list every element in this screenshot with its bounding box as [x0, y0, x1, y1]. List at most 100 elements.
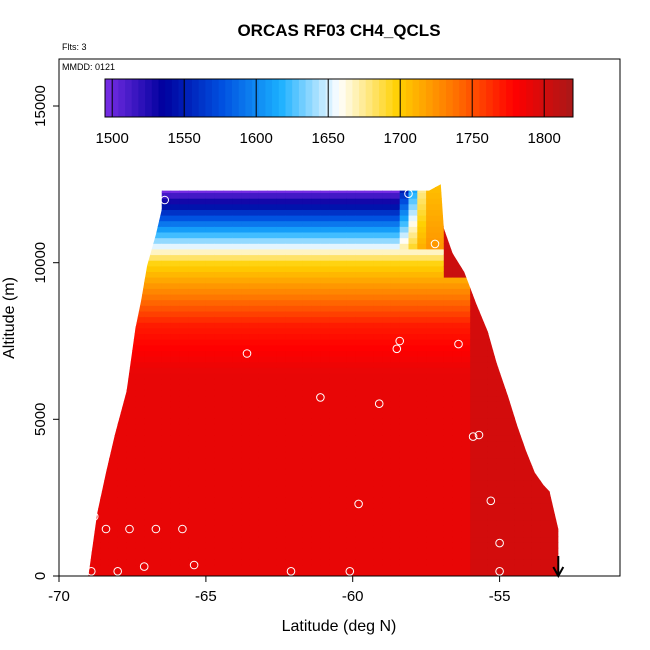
field-cell — [249, 367, 260, 374]
field-cell — [100, 226, 110, 233]
field-cell — [320, 356, 330, 363]
field-cell — [523, 282, 533, 289]
field-cell — [276, 451, 286, 459]
field-cell — [496, 570, 506, 577]
field-cell — [382, 232, 392, 239]
field-cell — [329, 288, 339, 295]
field-cell — [390, 186, 401, 193]
field-cell — [523, 525, 533, 532]
field-cell — [188, 248, 198, 256]
field-cell — [540, 310, 551, 318]
field-cell — [443, 480, 454, 487]
field-cell — [311, 378, 321, 385]
field-cell — [549, 322, 559, 329]
field-cell — [505, 277, 515, 284]
field-cell — [558, 536, 559, 543]
field-cell — [285, 463, 295, 470]
field-cell — [267, 468, 277, 475]
field-cell — [241, 536, 251, 543]
field-cell — [549, 547, 559, 554]
field-cell — [179, 237, 189, 244]
field-cell — [461, 412, 471, 419]
field-cell — [452, 209, 462, 216]
field-cell — [399, 215, 410, 222]
field-cell — [170, 485, 180, 492]
field-cell — [276, 440, 286, 447]
field-cell — [329, 361, 339, 368]
field-cell — [249, 525, 260, 532]
field-cell — [355, 395, 366, 402]
field-cell — [302, 271, 313, 278]
field-cell — [161, 237, 172, 244]
field-cell — [487, 220, 498, 227]
field-cell — [329, 435, 339, 442]
profile-point — [392, 344, 402, 354]
field-cell — [197, 316, 207, 323]
colorbar-swatch — [272, 79, 280, 117]
field-cell — [108, 232, 119, 239]
field-cell — [443, 491, 454, 498]
field-cell — [232, 451, 242, 459]
field-cell — [399, 553, 410, 560]
field-cell — [311, 344, 321, 351]
field-cell — [479, 361, 489, 368]
field-cell — [479, 243, 489, 250]
field-cell — [126, 209, 136, 216]
field-cell — [100, 502, 110, 509]
field-cell — [161, 395, 172, 402]
field-cell — [214, 237, 225, 244]
field-cell — [338, 508, 348, 515]
field-cell — [399, 294, 410, 301]
field-cell — [285, 203, 295, 210]
field-cell — [558, 384, 559, 391]
field-cell — [100, 339, 110, 346]
field-cell — [179, 423, 189, 430]
field-cell — [505, 350, 515, 357]
field-cell — [346, 361, 357, 368]
field-cell — [505, 491, 515, 498]
field-cell — [214, 344, 225, 351]
x-tick-label: -55 — [489, 588, 511, 605]
field-cell — [117, 451, 128, 459]
field-cell — [276, 389, 286, 397]
field-cell — [329, 440, 339, 447]
field-cell — [302, 536, 313, 543]
field-cell — [382, 378, 392, 385]
field-cell — [443, 310, 454, 318]
field-cell — [479, 232, 489, 239]
field-cell — [382, 248, 392, 256]
field-cell — [88, 502, 92, 509]
field-cell — [461, 305, 471, 312]
profile-point — [134, 261, 143, 271]
colorbar-swatch — [566, 79, 574, 117]
field-cell — [364, 203, 374, 210]
field-cell — [223, 547, 233, 554]
field-cell — [514, 299, 524, 306]
field-cell — [549, 288, 559, 295]
field-cell — [549, 220, 559, 227]
field-cell — [223, 446, 233, 453]
field-cell — [452, 361, 462, 368]
field-cell — [88, 186, 92, 193]
field-cell — [417, 339, 427, 346]
field-cell — [373, 429, 383, 436]
field-cell — [390, 384, 401, 391]
field-cell — [170, 361, 180, 368]
field-cell — [294, 401, 304, 408]
field-cell — [540, 508, 551, 515]
field-cell — [329, 209, 339, 216]
field-cell — [241, 333, 251, 340]
field-cell — [329, 525, 339, 532]
field-cell — [267, 294, 277, 301]
field-cell — [461, 265, 471, 272]
field-cell — [153, 327, 163, 334]
field-cell — [540, 316, 551, 323]
field-cell — [452, 491, 462, 498]
field-cell — [276, 373, 286, 380]
field-cell — [232, 192, 242, 199]
field-cell — [88, 271, 92, 278]
field-cell — [135, 344, 145, 351]
field-cell — [205, 418, 216, 425]
field-cell — [461, 339, 471, 346]
field-cell — [311, 559, 321, 566]
